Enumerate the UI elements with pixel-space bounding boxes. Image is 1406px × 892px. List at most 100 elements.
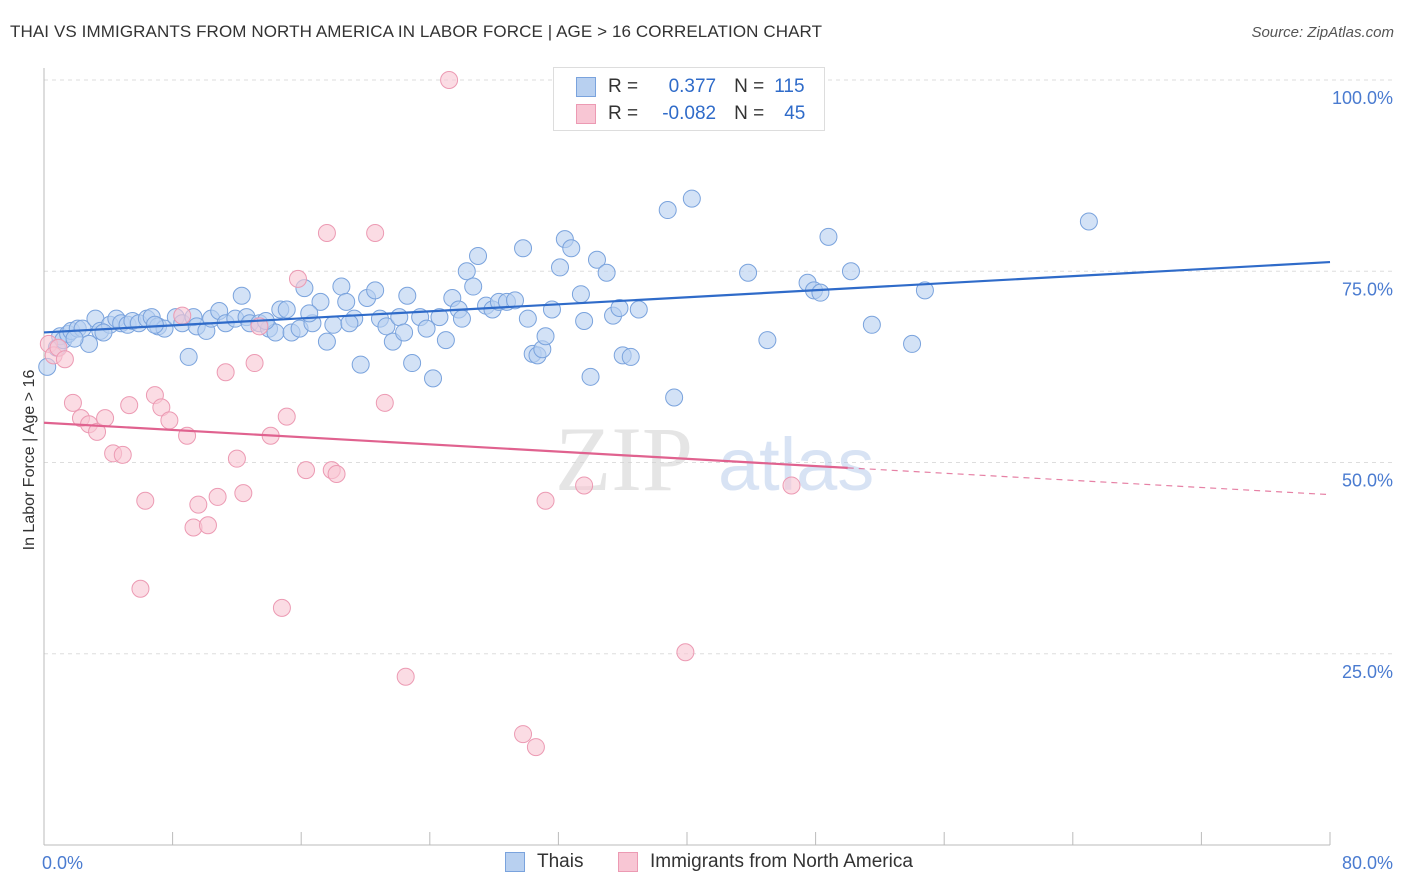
thais-point (665, 388, 684, 407)
legend-r-label: R = (608, 76, 639, 97)
legend-swatch-pink (576, 104, 596, 124)
immigrants-point (245, 354, 264, 373)
thais-point (862, 315, 881, 334)
legend-swatch-pink (618, 852, 638, 872)
immigrants-point (136, 491, 155, 510)
immigrants-point (208, 487, 227, 506)
legend-r-value: -0.082 (662, 103, 717, 124)
thais-point (179, 347, 198, 366)
watermark: ZIP atlas (555, 408, 874, 510)
immigrants-point (250, 317, 269, 336)
immigrants-point (152, 398, 171, 417)
immigrants-point (676, 643, 695, 662)
immigrants-point (198, 516, 217, 535)
immigrants-point (317, 224, 336, 242)
thais-point (430, 308, 449, 327)
thais-point (514, 239, 533, 258)
series-name: Thais (537, 851, 584, 872)
legend-r-label: R = (608, 103, 639, 124)
thais-point (145, 315, 164, 334)
y-tick-label: 75.0% (1342, 279, 1393, 299)
legend-n-label: N = (734, 76, 765, 97)
thais-point (811, 283, 830, 302)
thais-point (819, 227, 838, 246)
thais-point (377, 317, 396, 336)
thais-point (464, 277, 483, 296)
thais-point (915, 281, 934, 300)
thais-point (332, 277, 351, 296)
legend-r-value: 0.377 (668, 76, 717, 97)
thais-point (337, 292, 356, 311)
thais-point (366, 281, 385, 300)
series-name: Immigrants from North America (650, 851, 913, 872)
thais-point (1079, 212, 1098, 231)
immigrants-point (288, 269, 307, 288)
x-tick-label: 80.0% (1342, 853, 1393, 873)
thais-point (277, 300, 296, 319)
thais-point (390, 308, 409, 327)
immigrants-point (514, 725, 533, 744)
thais-point (395, 323, 414, 342)
immigrants-point (782, 476, 801, 495)
trend-layer (43, 260, 1331, 496)
axis-layer (43, 68, 1331, 846)
series-legend: Thais Immigrants from North America (0, 851, 1406, 879)
immigrants-point (96, 409, 115, 428)
thais-point (903, 334, 922, 353)
thais-point (452, 309, 471, 328)
immigrants-point (120, 396, 139, 415)
thais-point (65, 329, 84, 348)
thais-point (841, 262, 860, 281)
thais-point (551, 258, 570, 277)
thais-point (629, 300, 648, 319)
thais-point (324, 315, 343, 334)
thais-point (575, 311, 594, 330)
y-tick-label: 100.0% (1332, 88, 1393, 108)
immigrants-point (216, 363, 235, 382)
source-credit: Source: ZipAtlas.com (1251, 24, 1394, 41)
thais-point (457, 262, 476, 281)
watermark-zip: ZIP (555, 408, 693, 510)
thais-point (562, 239, 581, 258)
thais-point (469, 246, 488, 265)
immigrants-point (277, 407, 296, 426)
series-legend-thais[interactable]: Thais (505, 851, 583, 873)
immigrants-point (234, 484, 253, 503)
immigrants-point (227, 449, 246, 468)
immigrants-point (131, 579, 150, 598)
thais-point (621, 347, 640, 366)
legend-n-value: 115 (774, 76, 805, 97)
immigrants-point (160, 411, 179, 430)
label-layer: In Labor Force | Age > 16 25.0% 50.0% 75.0%… (21, 88, 1393, 873)
thais-point (610, 298, 629, 317)
thais-point (597, 263, 616, 282)
immigrants-point (189, 495, 208, 514)
immigrants-point (113, 445, 132, 464)
thais-point (311, 292, 330, 311)
thais-point (571, 285, 590, 304)
immigrants-point (327, 464, 346, 483)
thais-point (436, 331, 455, 350)
thais-point (581, 367, 600, 386)
legend-row-immigrants: R = -0.082 N = 45 (576, 101, 805, 127)
immigrants-point (396, 667, 415, 686)
x-tick-label: 0.0% (42, 853, 83, 873)
thais-point (518, 309, 537, 328)
legend-n-value: 45 (784, 103, 806, 124)
immigrants-point (297, 461, 316, 480)
y-tick-label: 50.0% (1342, 471, 1393, 491)
thais-point (417, 319, 436, 338)
immigrants-point (88, 422, 107, 441)
thais-trendline (43, 260, 1331, 334)
thais-point (682, 189, 701, 208)
legend-n-label: N = (734, 103, 765, 124)
immigrants-point (173, 306, 192, 325)
grid-layer (44, 79, 1392, 655)
thais-point (398, 286, 417, 305)
thais-point (317, 332, 336, 351)
series-legend-immigrants[interactable]: Immigrants from North America (618, 851, 913, 873)
points-layer (38, 71, 1098, 757)
y-tick-label: 25.0% (1342, 662, 1393, 682)
immigrants-trendline-extension (847, 467, 1331, 496)
